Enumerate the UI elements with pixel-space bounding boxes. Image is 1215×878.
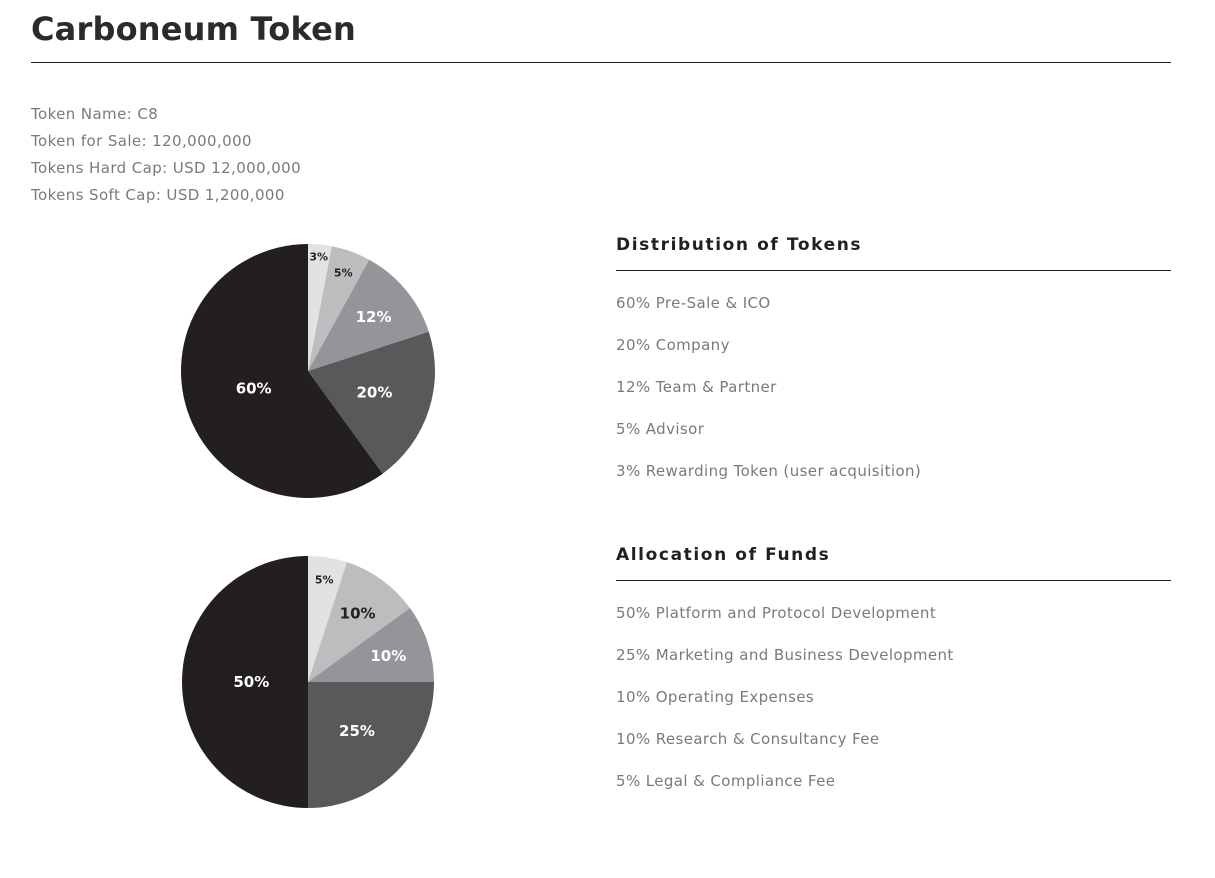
pie-slice-label: 10% (370, 647, 406, 665)
pie-slice (308, 246, 370, 371)
allocation-item: 10% Research & Consultancy Fee (616, 730, 880, 748)
pie-slice (180, 244, 383, 498)
pie-slice-label: 10% (340, 605, 376, 623)
distribution-list: 60% Pre-Sale & ICO 20% Company 12% Team … (616, 293, 1171, 503)
tokens-hard-cap: Tokens Hard Cap: USD 12,000,000 (31, 159, 302, 177)
pie-slice (308, 331, 435, 474)
pie-slice-label: 60% (236, 380, 272, 398)
allocation-item: 25% Marketing and Business Development (616, 646, 954, 664)
pie-slice-label: 20% (356, 384, 392, 402)
pie-slice (308, 244, 332, 371)
token-name: Token Name: C8 (31, 105, 159, 123)
pie-slice (308, 607, 434, 682)
distribution-item: 20% Company (616, 336, 730, 354)
token-for-sale: Token for Sale: 120,000,000 (31, 132, 252, 150)
distribution-item: 12% Team & Partner (616, 378, 777, 396)
distribution-legend: Distribution of Tokens 60% Pre-Sale & IC… (616, 234, 1171, 503)
pie-slice-label: 5% (334, 267, 353, 280)
distribution-item: 60% Pre-Sale & ICO (616, 294, 771, 312)
allocation-item: 5% Legal & Compliance Fee (616, 772, 836, 790)
title-divider (31, 62, 1171, 63)
allocation-heading: Allocation of Funds (616, 545, 831, 565)
pie-slice-label: 5% (315, 573, 334, 586)
pie-slice (308, 562, 410, 682)
allocation-pie-chart: 5% 10% 10% 25% 50% (182, 556, 434, 808)
allocation-divider (616, 580, 1171, 581)
distribution-pie-chart: 3% 5% 12% 20% 60% (180, 244, 435, 498)
pie-slice-label: 25% (339, 722, 375, 740)
pie-slice-label: 50% (233, 673, 269, 691)
allocation-list: 50% Platform and Protocol Development 25… (616, 603, 1171, 813)
distribution-heading: Distribution of Tokens (616, 235, 863, 255)
pie-slice (308, 556, 347, 682)
pie-slice-label: 12% (356, 308, 392, 326)
page-title: Carboneum Token (31, 10, 356, 48)
distribution-item: 5% Advisor (616, 420, 705, 438)
distribution-item: 3% Rewarding Token (user acquisition) (616, 462, 922, 480)
allocation-legend: Allocation of Funds 50% Platform and Pro… (616, 544, 1171, 813)
pie-slice (308, 259, 429, 371)
pie-slice-label: 3% (309, 251, 328, 264)
allocation-item: 50% Platform and Protocol Development (616, 604, 937, 622)
allocation-item: 10% Operating Expenses (616, 688, 815, 706)
pie-slice (308, 682, 434, 808)
distribution-divider (616, 270, 1171, 271)
tokens-soft-cap: Tokens Soft Cap: USD 1,200,000 (31, 186, 285, 204)
token-info-list: Token Name: C8 Token for Sale: 120,000,0… (31, 101, 301, 209)
pie-slice (182, 556, 308, 808)
